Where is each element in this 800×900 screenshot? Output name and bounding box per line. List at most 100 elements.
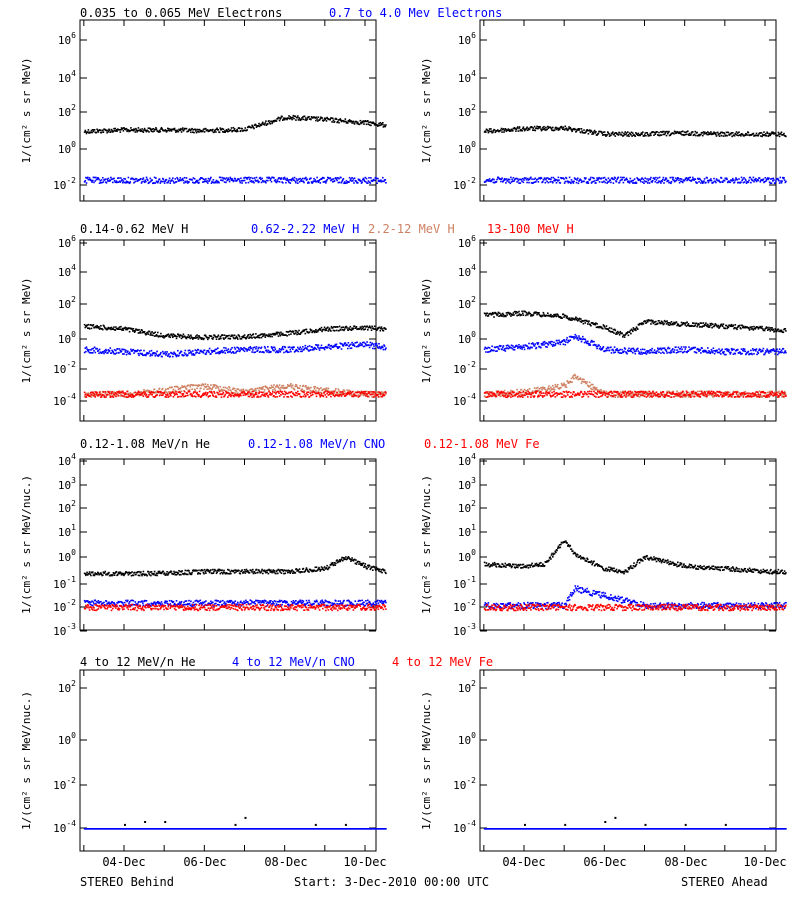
data-point bbox=[183, 335, 186, 337]
data-point bbox=[372, 121, 375, 124]
data-point bbox=[659, 347, 662, 350]
data-point bbox=[362, 394, 365, 397]
data-point bbox=[493, 178, 495, 181]
data-point bbox=[358, 328, 361, 330]
data-point bbox=[117, 393, 119, 396]
data-point bbox=[511, 347, 513, 350]
data-point bbox=[608, 349, 611, 352]
data-point bbox=[269, 123, 272, 125]
data-point bbox=[219, 352, 222, 354]
data-point bbox=[278, 333, 281, 335]
data-point bbox=[550, 127, 552, 129]
data-point bbox=[541, 344, 543, 346]
data-point bbox=[672, 322, 674, 325]
data-point bbox=[552, 316, 555, 318]
data-point bbox=[531, 346, 533, 349]
data-point bbox=[766, 131, 768, 134]
data-point bbox=[522, 344, 525, 347]
data-point bbox=[485, 314, 487, 317]
data-point bbox=[496, 178, 498, 181]
data-point bbox=[206, 388, 208, 390]
data-point bbox=[710, 133, 713, 136]
data-point bbox=[763, 329, 766, 332]
data-point bbox=[645, 134, 647, 137]
y-tick-exponent: -2 bbox=[466, 176, 476, 185]
data-point bbox=[356, 341, 358, 344]
data-point bbox=[502, 346, 504, 349]
data-point bbox=[628, 182, 631, 184]
data-point bbox=[633, 329, 636, 331]
data-point bbox=[625, 132, 628, 134]
data-point bbox=[684, 133, 687, 136]
data-point bbox=[310, 329, 313, 331]
data-point bbox=[645, 351, 647, 353]
data-point bbox=[647, 320, 649, 323]
data-point bbox=[115, 130, 117, 132]
data-point bbox=[261, 122, 263, 125]
data-point bbox=[370, 124, 372, 127]
data-point bbox=[717, 351, 720, 354]
data-point bbox=[530, 346, 532, 348]
data-point bbox=[178, 395, 180, 398]
data-point bbox=[363, 120, 366, 123]
data-point bbox=[281, 115, 283, 118]
data-point bbox=[767, 178, 770, 181]
data-point bbox=[166, 392, 168, 394]
data-point bbox=[668, 347, 671, 350]
data-point bbox=[673, 349, 676, 351]
data-point bbox=[512, 180, 514, 183]
data-point bbox=[93, 393, 96, 395]
data-point bbox=[772, 328, 775, 331]
data-point bbox=[352, 180, 354, 182]
data-point bbox=[288, 181, 290, 184]
data-point bbox=[700, 182, 702, 184]
data-point bbox=[212, 386, 214, 389]
y-tick-label: 102 bbox=[458, 103, 476, 119]
data-point bbox=[695, 181, 697, 183]
data-point bbox=[705, 324, 708, 327]
data-point bbox=[293, 351, 296, 353]
data-point bbox=[523, 179, 525, 181]
data-point bbox=[105, 396, 107, 398]
data-point bbox=[172, 180, 175, 183]
data-point bbox=[142, 177, 145, 179]
data-point bbox=[753, 180, 755, 183]
data-point bbox=[649, 319, 652, 322]
data-point bbox=[560, 341, 563, 343]
data-point bbox=[537, 343, 539, 346]
data-point bbox=[573, 177, 576, 179]
data-point bbox=[122, 390, 124, 393]
data-point bbox=[508, 178, 511, 181]
data-point bbox=[716, 349, 718, 352]
data-point bbox=[295, 348, 298, 351]
data-point bbox=[598, 181, 601, 183]
data-point bbox=[514, 346, 517, 348]
data-point bbox=[249, 333, 252, 336]
data-point bbox=[282, 118, 285, 121]
data-point bbox=[725, 348, 728, 350]
data-point bbox=[270, 120, 273, 123]
data-point bbox=[700, 352, 702, 354]
data-point bbox=[133, 129, 136, 131]
data-point bbox=[634, 182, 637, 184]
data-point bbox=[615, 180, 618, 183]
data-point bbox=[742, 326, 744, 329]
data-point bbox=[295, 384, 298, 386]
data-point bbox=[656, 181, 658, 184]
data-point bbox=[282, 119, 284, 121]
data-point bbox=[118, 390, 120, 393]
data-point bbox=[785, 135, 787, 138]
data-point bbox=[544, 181, 547, 184]
data-point bbox=[105, 349, 108, 352]
data-point bbox=[168, 334, 171, 337]
data-point bbox=[203, 385, 206, 388]
data-point bbox=[332, 394, 335, 396]
data-point bbox=[258, 122, 260, 125]
data-point bbox=[266, 351, 268, 353]
data-point bbox=[308, 182, 310, 184]
data-point bbox=[168, 391, 170, 393]
data-point bbox=[311, 346, 313, 348]
data-point bbox=[121, 179, 123, 181]
data-point bbox=[98, 391, 101, 394]
data-point bbox=[316, 176, 318, 179]
